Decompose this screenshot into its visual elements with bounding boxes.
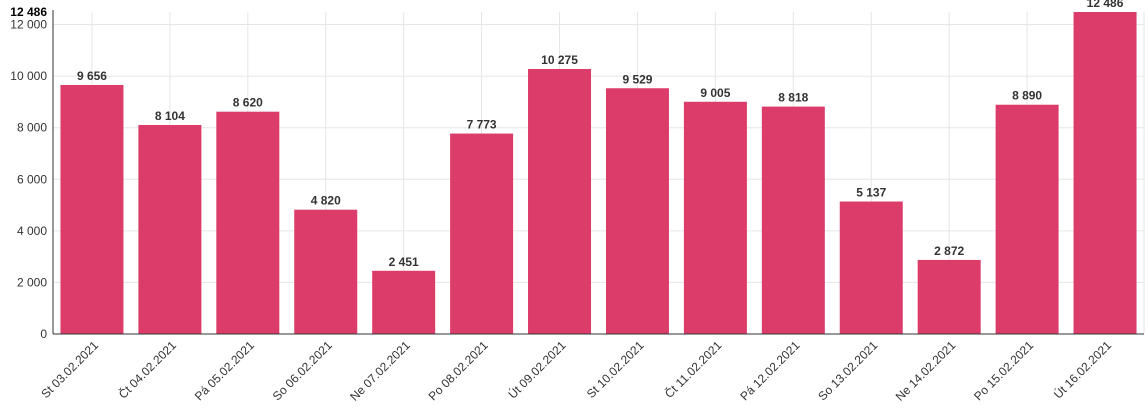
y-tick-label: 0 — [40, 327, 47, 341]
bar[interactable] — [995, 104, 1059, 335]
data-label: 5 137 — [856, 186, 886, 200]
bars — [60, 12, 1137, 335]
x-tick-label: Út 16.02.2021 — [1050, 337, 1114, 401]
x-tick-label: Po 08.02.2021 — [426, 338, 491, 403]
bar[interactable] — [60, 84, 124, 334]
data-label: 4 820 — [311, 194, 341, 208]
y-tick-label: 6 000 — [17, 172, 47, 186]
x-tick-label: Ne 07.02.2021 — [347, 338, 413, 404]
data-label: 8 890 — [1012, 89, 1042, 103]
bar[interactable] — [917, 259, 981, 334]
data-label: 7 773 — [467, 118, 497, 132]
y-tick-label: 10 000 — [10, 69, 47, 83]
y-tick-label: 8 000 — [17, 121, 47, 135]
y-max-label: 12 486 — [10, 5, 47, 19]
x-tick-label: St 10.02.2021 — [584, 338, 647, 401]
x-tick-label: Po 15.02.2021 — [971, 338, 1036, 403]
x-tick-label: Čt 04.02.2021 — [115, 337, 179, 401]
data-label: 8 104 — [155, 109, 185, 123]
data-label: 9 529 — [622, 72, 652, 86]
x-tick-label: So 06.02.2021 — [270, 338, 335, 403]
data-label: 10 275 — [541, 53, 578, 67]
data-label: 2 451 — [389, 255, 419, 269]
data-label: 12 486 — [1087, 0, 1124, 10]
bar[interactable] — [216, 111, 280, 334]
x-tick-label: So 13.02.2021 — [815, 338, 880, 403]
y-tick-label: 4 000 — [17, 224, 47, 238]
bar[interactable] — [839, 201, 903, 334]
x-axis-labels: St 03.02.2021 Čt 04.02.2021 Pá 05.02.2021 S… — [38, 337, 1114, 404]
data-labels: 9 656 8 104 8 620 4 820 2 451 7 773 10 275 9 52… — [77, 0, 1124, 269]
bar[interactable] — [528, 69, 592, 334]
x-tick-label: Čt 11.02.2021 — [661, 337, 725, 401]
x-tick-label: Pá 12.02.2021 — [737, 338, 802, 403]
data-label: 8 818 — [778, 91, 808, 105]
bar[interactable] — [683, 101, 747, 334]
y-tick-label: 12 000 — [10, 18, 47, 32]
bar[interactable] — [761, 106, 825, 334]
bar[interactable] — [1073, 12, 1137, 334]
bar[interactable] — [294, 209, 358, 334]
data-label: 8 620 — [233, 96, 263, 110]
bar[interactable] — [605, 88, 669, 335]
bar[interactable] — [450, 133, 514, 334]
data-label: 9 656 — [77, 69, 107, 83]
x-tick-label: Ne 14.02.2021 — [893, 338, 959, 404]
axes — [52, 10, 1144, 335]
x-tick-label: Út 09.02.2021 — [505, 337, 569, 401]
x-tick-label: Pá 05.02.2021 — [192, 338, 257, 403]
data-label: 2 872 — [934, 244, 964, 258]
x-tick-label: St 03.02.2021 — [38, 338, 101, 401]
y-tick-label: 2 000 — [17, 275, 47, 289]
bar[interactable] — [138, 125, 202, 334]
data-label: 9 005 — [700, 86, 730, 100]
bar[interactable] — [372, 270, 436, 334]
